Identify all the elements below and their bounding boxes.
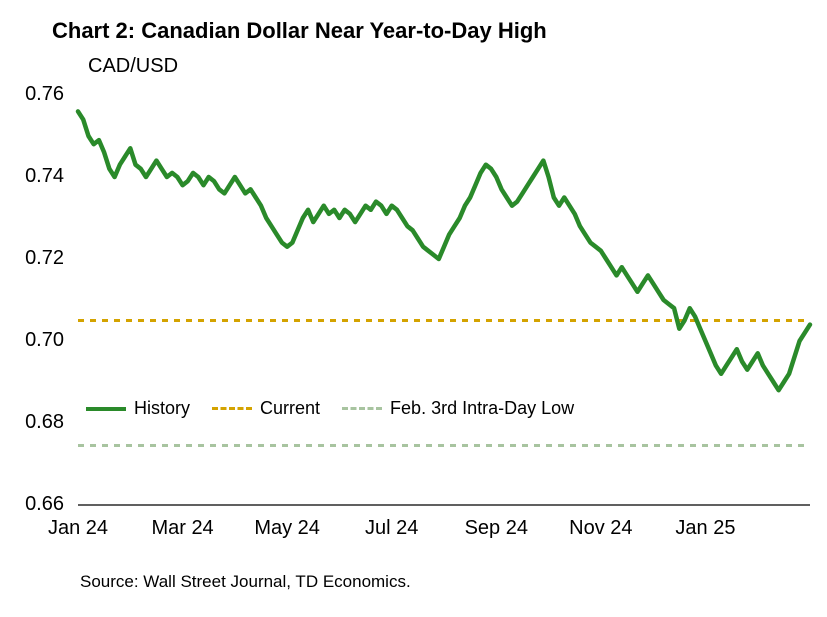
x-tick-label: Sep 24: [446, 517, 546, 540]
legend-item: Feb. 3rd Intra-Day Low: [342, 398, 574, 419]
y-tick-label: 0.68: [0, 411, 64, 434]
x-tick-label: Jul 24: [342, 517, 442, 540]
legend-label: History: [134, 398, 190, 419]
legend-swatch: [342, 407, 382, 410]
y-tick-label: 0.76: [0, 83, 64, 106]
legend-item: Current: [212, 398, 320, 419]
x-tick-label: Jan 24: [28, 517, 128, 540]
x-tick-label: Nov 24: [551, 517, 651, 540]
y-tick-label: 0.70: [0, 329, 64, 352]
x-tick-label: Mar 24: [133, 517, 233, 540]
y-tick-label: 0.72: [0, 247, 64, 270]
cad-usd-chart: Chart 2: Canadian Dollar Near Year-to-Da…: [0, 0, 827, 617]
legend-label: Feb. 3rd Intra-Day Low: [390, 398, 574, 419]
y-tick-label: 0.66: [0, 493, 64, 516]
chart-legend: History Current Feb. 3rd Intra-Day Low: [86, 398, 574, 419]
chart-source: Source: Wall Street Journal, TD Economic…: [80, 572, 411, 592]
legend-item: History: [86, 398, 190, 419]
x-tick-label: Jan 25: [655, 517, 755, 540]
legend-label: Current: [260, 398, 320, 419]
legend-swatch: [212, 407, 252, 410]
legend-swatch: [86, 407, 126, 411]
y-tick-label: 0.74: [0, 165, 64, 188]
x-tick-label: May 24: [237, 517, 337, 540]
